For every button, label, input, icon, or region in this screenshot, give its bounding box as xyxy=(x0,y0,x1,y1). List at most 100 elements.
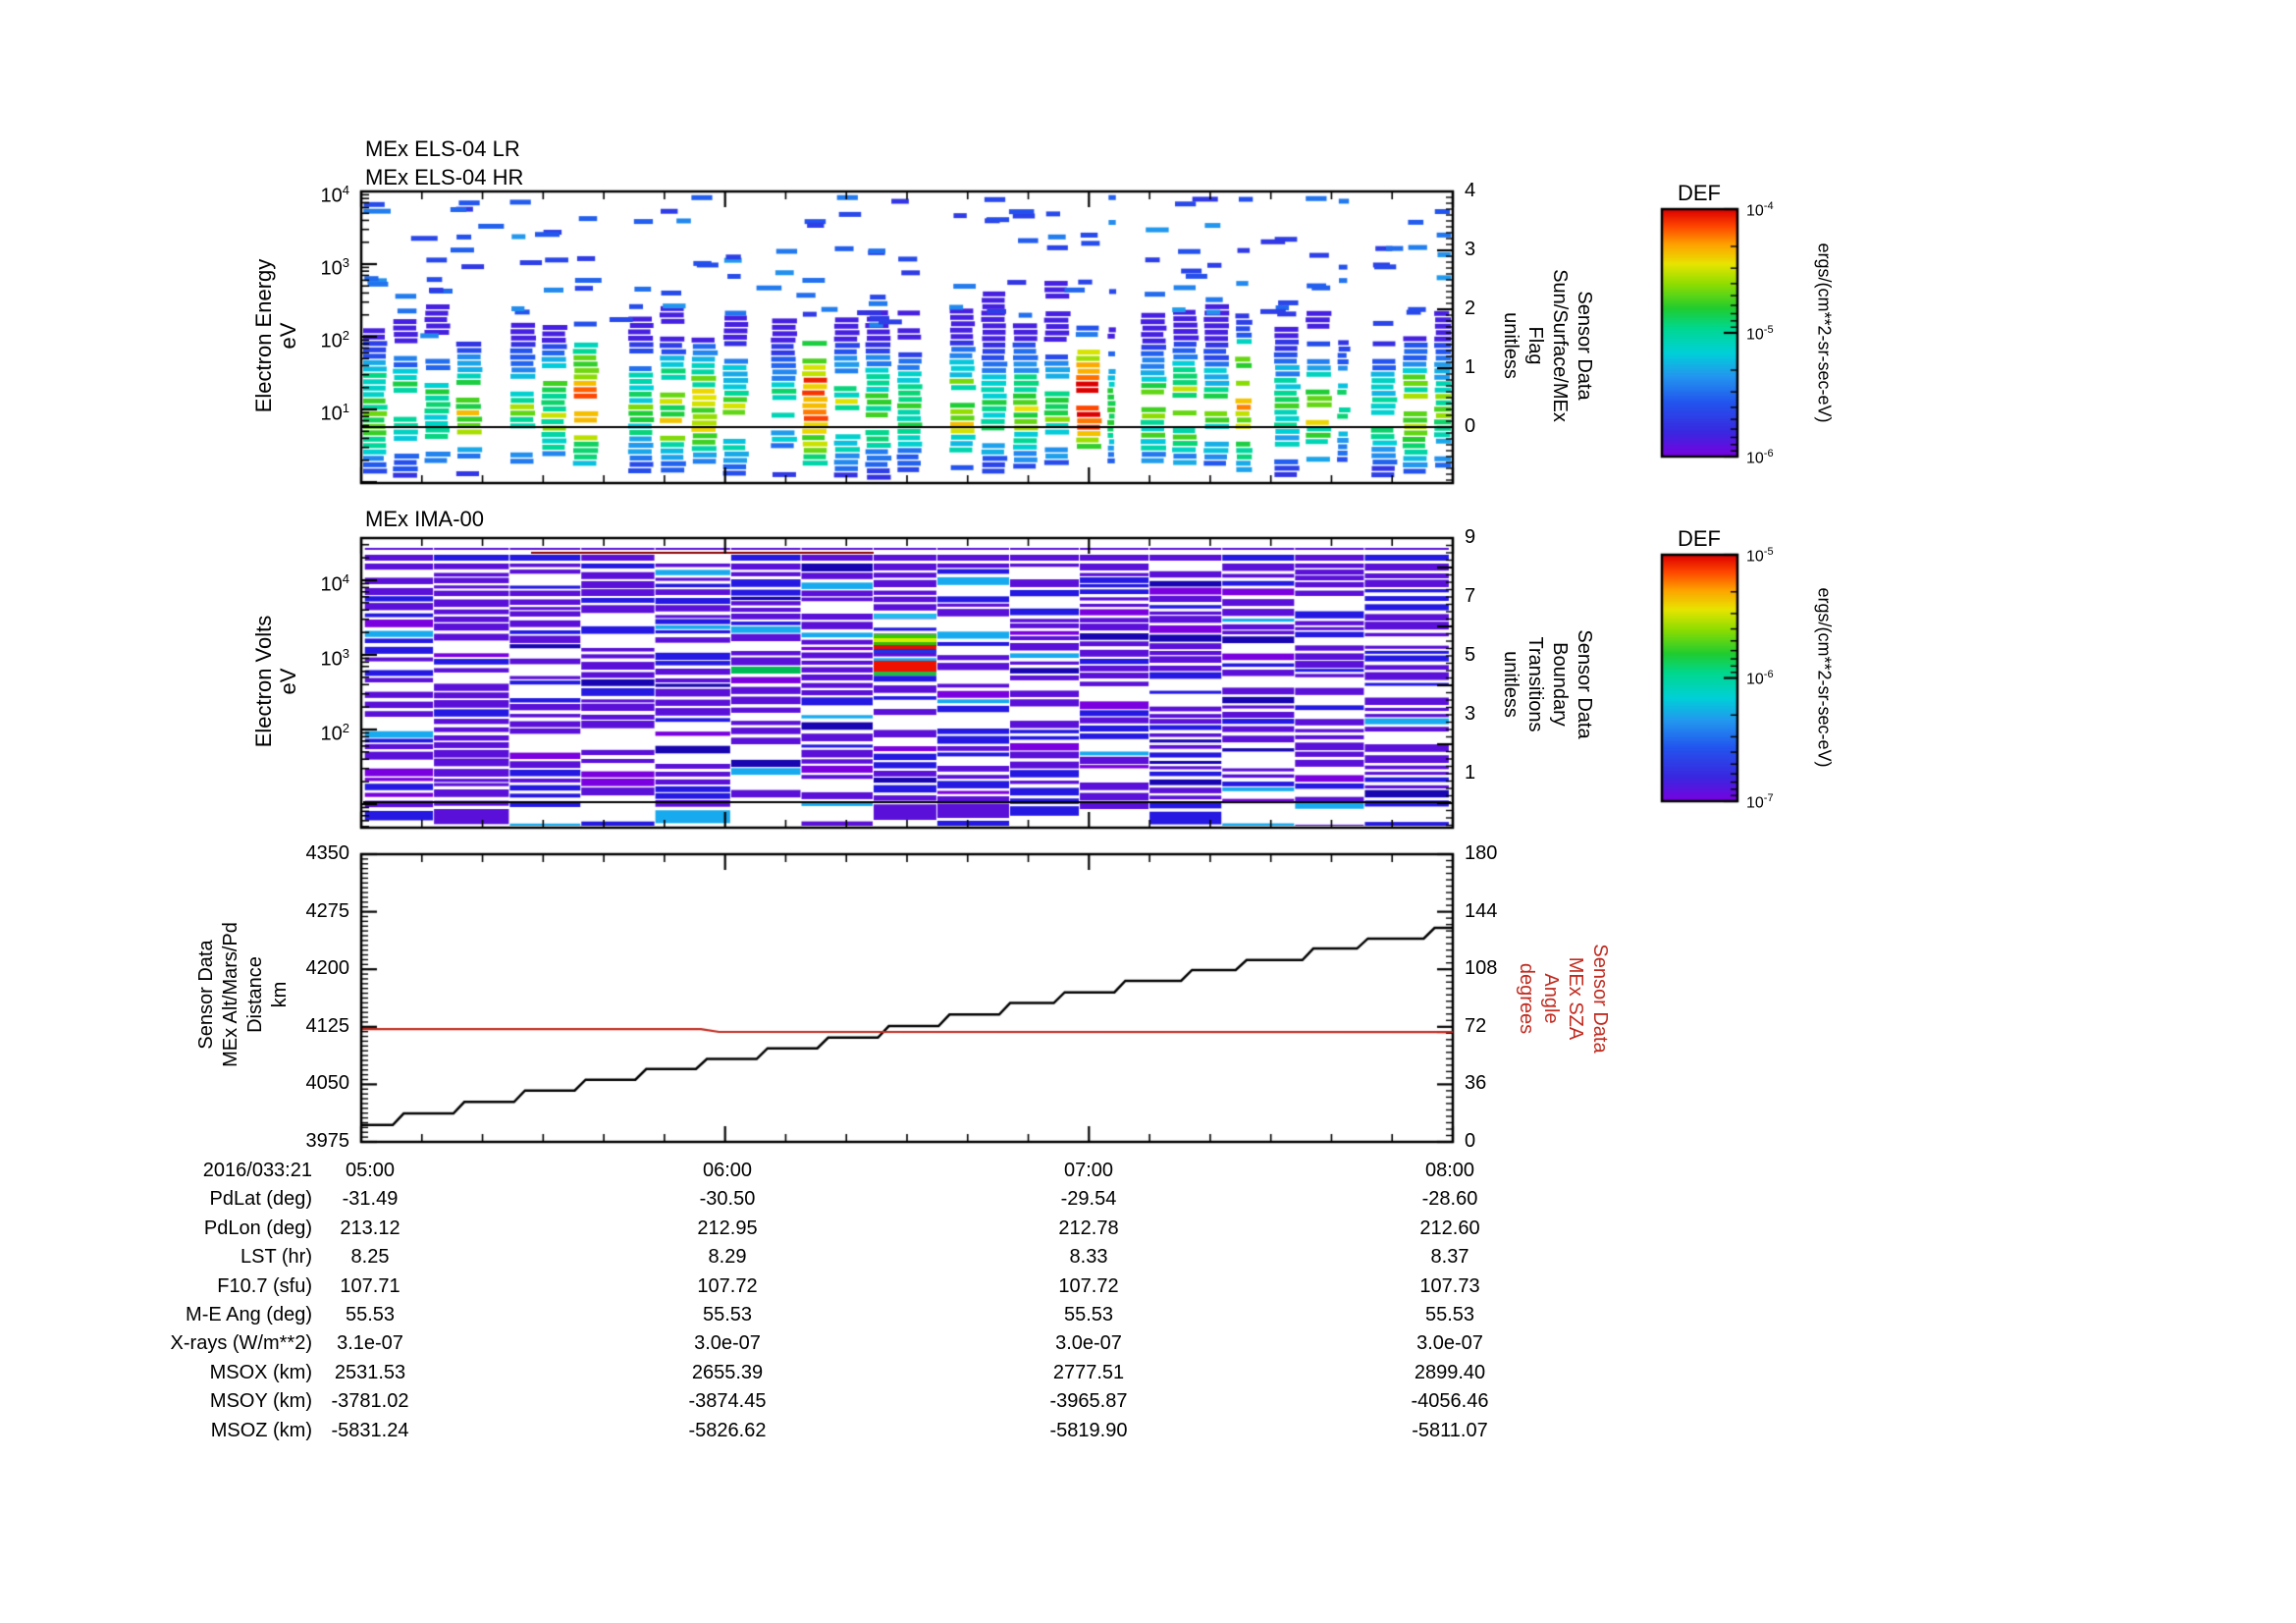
sza-right-axis-label: Sensor Data MEx SZA Angle degrees xyxy=(1516,944,1611,1054)
table-cell: 212.78 xyxy=(1058,1217,1119,1239)
table-row-label: MSOZ (km) xyxy=(210,1419,312,1441)
table-row-label: M-E Ang (deg) xyxy=(186,1304,312,1325)
colorbar1-tick: 10-6 xyxy=(1746,448,1774,467)
table-cell: 107.72 xyxy=(1058,1274,1119,1297)
table-cell: -4056.46 xyxy=(1411,1390,1489,1413)
table-cell: 107.71 xyxy=(340,1274,400,1297)
ima-spectrogram-plot xyxy=(361,538,1453,828)
colorbar1-tick: 10-5 xyxy=(1746,324,1774,344)
els-left-tick: 102 xyxy=(320,328,349,352)
table-cell: 213.12 xyxy=(340,1217,400,1239)
els-left-tick: 104 xyxy=(320,183,349,207)
els-right-tick: 4 xyxy=(1465,180,1476,201)
line-y-axis-label: Sensor Data MEx Alt/Mars/Pd Distance km xyxy=(195,922,291,1067)
colorbar2-tick: 10-6 xyxy=(1746,669,1774,688)
els-left-tick: 103 xyxy=(320,255,349,280)
ima-right-tick: 9 xyxy=(1465,526,1476,548)
table-cell: -5831.24 xyxy=(331,1419,409,1441)
table-row-label: MSOY (km) xyxy=(209,1390,312,1413)
ima-right-axis-label: Sensor Data Boundary Transitions unitles… xyxy=(1500,629,1595,739)
colorbar2-title: DEF xyxy=(1678,526,1721,551)
els-right-axis-label: Sensor Data Sun/Surface/MEx Flag unitles… xyxy=(1500,269,1595,422)
table-cell: -31.49 xyxy=(342,1188,399,1211)
table-cell: 107.72 xyxy=(697,1274,758,1297)
els-right-tick: 1 xyxy=(1465,356,1476,378)
table-cell: 07:00 xyxy=(1063,1160,1114,1181)
colorbar1-tick: 10-4 xyxy=(1746,200,1774,220)
table-row-label: 2016/033:21 xyxy=(202,1160,312,1181)
table-cell: -3965.87 xyxy=(1049,1390,1128,1413)
line-right-tick: 144 xyxy=(1465,899,1498,922)
ima-left-tick: 102 xyxy=(320,721,349,745)
table-row-label: PdLat (deg) xyxy=(209,1188,312,1211)
line-right-tick: 0 xyxy=(1465,1130,1476,1152)
els-title-hr: MEx ELS-04 HR xyxy=(365,165,524,189)
ima-right-tick: 1 xyxy=(1465,762,1476,784)
table-cell: 212.60 xyxy=(1419,1217,1480,1239)
els-right-tick: 0 xyxy=(1465,415,1476,437)
table-cell: 8.29 xyxy=(708,1246,747,1269)
table-cell: 3.0e-07 xyxy=(1416,1332,1483,1355)
ima-left-tick: 103 xyxy=(320,646,349,671)
line-right-tick: 180 xyxy=(1465,842,1498,864)
ima-colorbar xyxy=(1662,555,1737,801)
line-left-tick: 4125 xyxy=(305,1014,350,1037)
ima-right-tick: 3 xyxy=(1465,703,1476,725)
table-cell: -3874.45 xyxy=(688,1390,767,1413)
colorbar2-tick: 10-5 xyxy=(1746,546,1774,566)
table-cell: -30.50 xyxy=(699,1188,756,1211)
colorbar1-title: DEF xyxy=(1678,181,1721,205)
table-cell: 2899.40 xyxy=(1414,1361,1486,1383)
table-cell: 55.53 xyxy=(1063,1304,1114,1325)
table-cell: 55.53 xyxy=(702,1304,753,1325)
line-left-tick: 4200 xyxy=(305,957,350,980)
table-cell: -28.60 xyxy=(1421,1188,1478,1211)
table-cell: 06:00 xyxy=(702,1160,753,1181)
line-right-tick: 72 xyxy=(1465,1014,1487,1037)
table-cell: 2655.39 xyxy=(691,1361,764,1383)
ima-left-tick: 104 xyxy=(320,571,349,596)
table-row-label: LST (hr) xyxy=(240,1246,312,1269)
els-right-tick: 3 xyxy=(1465,239,1476,260)
line-right-tick: 36 xyxy=(1465,1072,1487,1095)
els-colorbar xyxy=(1662,209,1737,457)
table-cell: 8.37 xyxy=(1430,1246,1469,1269)
table-row-label: X-rays (W/m**2) xyxy=(170,1332,312,1355)
table-cell: 3.1e-07 xyxy=(337,1332,403,1355)
table-cell: 55.53 xyxy=(345,1304,396,1325)
table-cell: 8.33 xyxy=(1069,1246,1108,1269)
table-cell: -3781.02 xyxy=(331,1390,409,1413)
table-cell: -5826.62 xyxy=(688,1419,767,1441)
table-row-label: F10.7 (sfu) xyxy=(217,1274,312,1297)
line-left-tick: 4050 xyxy=(305,1072,350,1095)
table-cell: 107.73 xyxy=(1419,1274,1480,1297)
els-right-tick: 2 xyxy=(1465,298,1476,319)
els-title-lr: MEx ELS-04 LR xyxy=(365,136,520,161)
colorbar2-tick: 10-7 xyxy=(1746,792,1774,812)
table-row-label: PdLon (deg) xyxy=(203,1217,312,1239)
table-cell: 3.0e-07 xyxy=(1055,1332,1122,1355)
line-left-tick: 3975 xyxy=(305,1130,350,1152)
table-cell: 8.25 xyxy=(350,1246,390,1269)
line-right-tick: 108 xyxy=(1465,957,1498,980)
table-cell: 05:00 xyxy=(345,1160,396,1181)
table-cell: 2531.53 xyxy=(334,1361,406,1383)
line-left-tick: 4275 xyxy=(305,899,350,922)
table-cell: 08:00 xyxy=(1424,1160,1475,1181)
table-cell: 2777.51 xyxy=(1052,1361,1125,1383)
ima-title: MEx IMA-00 xyxy=(365,507,485,531)
table-cell: 3.0e-07 xyxy=(694,1332,761,1355)
alt-sza-line-plot xyxy=(361,854,1453,1142)
table-row-label: MSOX (km) xyxy=(209,1361,312,1383)
els-spectrogram-plot xyxy=(361,191,1453,483)
table-cell: 55.53 xyxy=(1424,1304,1475,1325)
ima-right-tick: 7 xyxy=(1465,585,1476,607)
colorbar2-units-label: ergs/(cm**2-sr-sec-eV) xyxy=(1814,587,1835,768)
table-cell: -5811.07 xyxy=(1412,1419,1488,1441)
table-cell: -29.54 xyxy=(1060,1188,1117,1211)
ima-right-tick: 5 xyxy=(1465,644,1476,666)
table-cell: -5819.90 xyxy=(1049,1419,1128,1441)
els-left-tick: 101 xyxy=(320,401,349,425)
